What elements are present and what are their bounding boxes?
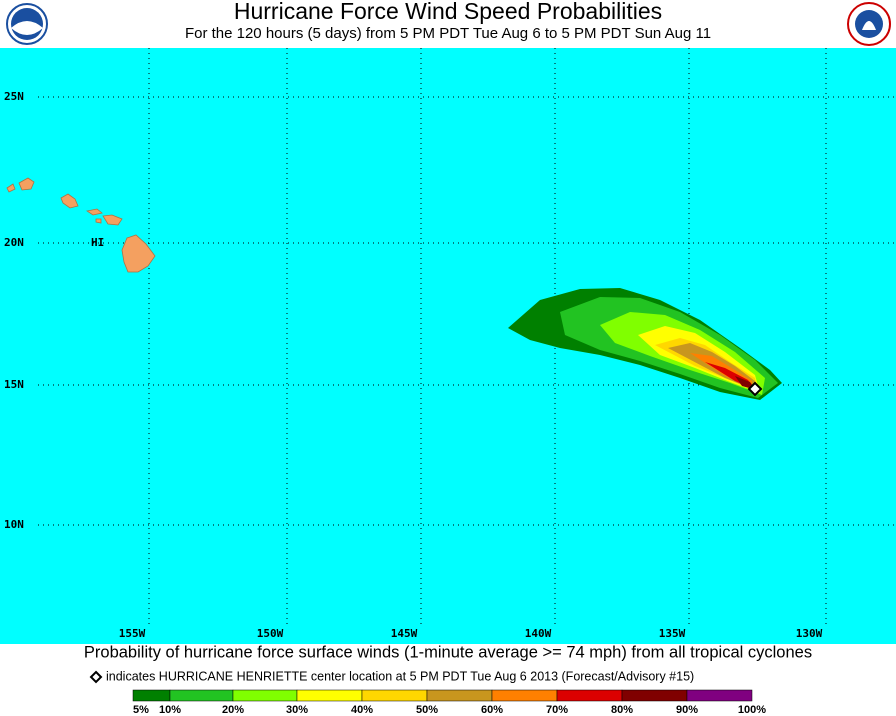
legend-swatch [621, 689, 688, 702]
legend-marker [89, 670, 103, 684]
legend-swatch [232, 689, 298, 702]
latitude-label: 25N [4, 90, 24, 103]
title: Hurricane Force Wind Speed Probabilities [234, 0, 662, 24]
legend-label: 60% [481, 704, 503, 716]
legend-swatch [296, 689, 363, 702]
ocean [0, 48, 896, 644]
probability-contours [508, 288, 782, 400]
legend-swatch [361, 689, 428, 702]
caption: Probability of hurricane force surface w… [84, 643, 812, 661]
place-label: HI [91, 236, 104, 249]
legend-swatch [491, 689, 558, 702]
legend-label: 70% [546, 704, 568, 716]
legend-swatch [426, 689, 493, 702]
islands [6, 177, 156, 273]
legend-swatch [556, 689, 623, 702]
legend-label: 30% [286, 704, 308, 716]
legend-label: 20% [222, 704, 244, 716]
noaa-logo [6, 3, 48, 45]
legend-label: 100% [738, 704, 766, 716]
legend-label: 5% [133, 704, 149, 716]
nws-logo [847, 2, 891, 46]
latitude-label: 10N [4, 518, 24, 531]
legend-label: 90% [676, 704, 698, 716]
note: indicates HURRICANE HENRIETTE center loc… [106, 669, 694, 683]
legend-label: 80% [611, 704, 633, 716]
longitude-label: 150W [257, 627, 284, 640]
subtitle: For the 120 hours (5 days) from 5 PM PDT… [185, 25, 711, 42]
longitude-label: 145W [391, 627, 418, 640]
legend-label: 50% [416, 704, 438, 716]
legend: 5% 10% 20% 30% 40% 50% 60% 70% 80% 90% 100% [132, 689, 766, 716]
longitude-label: 155W [119, 627, 146, 640]
storm-center-marker [747, 381, 763, 397]
latitude-label: 20N [4, 236, 24, 249]
legend-label: 10% [159, 704, 181, 716]
legend-swatch [686, 689, 753, 702]
longitude-label: 140W [525, 627, 552, 640]
legend-swatch [169, 689, 234, 702]
legend-swatch [132, 689, 171, 702]
legend-label: 40% [351, 704, 373, 716]
longitude-label: 130W [796, 627, 823, 640]
latitude-label: 15N [4, 378, 24, 391]
longitude-label: 135W [659, 627, 686, 640]
